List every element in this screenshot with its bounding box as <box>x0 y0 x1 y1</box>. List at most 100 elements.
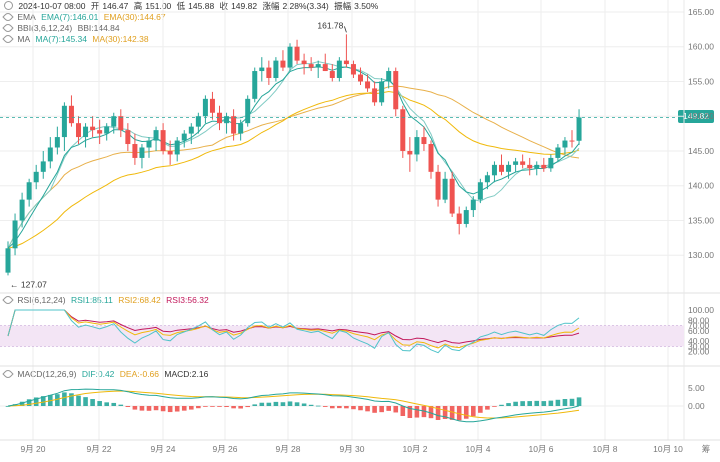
macd-histogram-bar <box>322 406 328 407</box>
amplitude-value: 3.50% <box>354 1 379 11</box>
high-annotation-pointer <box>344 26 347 33</box>
candle-body <box>400 109 406 151</box>
candle-body <box>414 137 420 155</box>
macd-histogram-bar <box>562 399 568 406</box>
price-axis-label: 150.00 <box>688 111 714 121</box>
macd-histogram-bar <box>160 406 166 412</box>
candle-body <box>76 123 81 138</box>
rsi-axis-label: 80.00 <box>688 315 710 325</box>
high-annotation: 161.78 <box>317 20 343 30</box>
candle-body <box>315 64 321 68</box>
ma30-value: MA(30):142.38 <box>92 34 149 44</box>
candle-body <box>146 140 152 148</box>
open-value: 146.47 <box>102 1 129 11</box>
macd-histogram-bar <box>231 406 236 409</box>
macd-histogram-bar <box>428 406 434 419</box>
macd-histogram-bar <box>90 399 95 406</box>
macd-histogram-bar <box>273 401 279 406</box>
candle-body <box>5 248 11 273</box>
candle-body <box>40 161 46 172</box>
candle-body <box>90 126 96 131</box>
macd-histogram-bar <box>118 404 124 406</box>
candle-body <box>576 117 582 141</box>
candle-body <box>266 67 272 78</box>
info-line-ema[interactable]: EMA EMA(7):146.01 EMA(30):144.67 <box>2 11 169 23</box>
info-line-ma[interactable]: MA MA(7):145.34 MA(30):142.38 <box>2 33 152 45</box>
candle-body <box>195 116 201 127</box>
macd-histogram-bar <box>393 406 399 413</box>
price-axis-label: 130.00 <box>688 250 714 260</box>
rsi2-value: RSI2:68.42 <box>118 295 161 305</box>
rsi-name: RSI(6,12,24) <box>17 295 66 305</box>
dif-line <box>7 388 580 423</box>
low-annotation: ← 127.07 <box>10 279 47 289</box>
rsi-axis-label: 60.00 <box>688 326 710 336</box>
candle-body <box>534 164 540 169</box>
x-axis-label: 10月 8 <box>592 444 617 454</box>
macd-histogram-bar <box>414 406 420 418</box>
macd-histogram-bar <box>400 406 406 416</box>
high-label: 高 <box>133 1 143 11</box>
macd-histogram-bar <box>5 406 11 407</box>
macd-histogram-bar <box>379 406 384 413</box>
ema7-line <box>7 66 580 249</box>
candle-body <box>456 213 462 224</box>
candle-body <box>280 60 286 68</box>
candle-body <box>118 116 124 131</box>
dif-value: DIF:0.42 <box>81 369 115 379</box>
macd-histogram-bar <box>294 402 300 406</box>
macd-histogram-bar <box>506 403 511 406</box>
macd-histogram-bar <box>358 406 363 411</box>
candle-body <box>132 144 138 158</box>
candle-body <box>26 182 32 200</box>
info-line-ohlc: 2024-10-07 08:00 开 146.47 高 151.00 低 145.88… <box>4 1 381 12</box>
x-axis-label: 9月 24 <box>150 444 175 454</box>
info-line-rsi[interactable]: RSI(6,12,24) RSI1:85.11 RSI2:68.42 RSI3:… <box>2 294 212 306</box>
candle-body <box>407 150 413 155</box>
macd-histogram-bar <box>485 406 490 410</box>
ma30-line <box>7 85 580 249</box>
candle-body <box>259 67 265 72</box>
x-axis-label: 9月 26 <box>212 444 237 454</box>
macd-histogram-bar <box>181 406 187 411</box>
candle-body <box>329 71 335 78</box>
candle-body <box>562 140 568 148</box>
candle-body <box>273 60 279 78</box>
candle-body <box>167 150 173 155</box>
dea-value: DEA:-0.66 <box>119 369 160 379</box>
candle-body <box>54 137 60 148</box>
candle-body <box>231 116 237 134</box>
x-axis-label: 10月 6 <box>528 444 553 454</box>
candle-body <box>294 46 300 61</box>
candle-body <box>322 64 328 72</box>
rsi-axis-label: 70.00 <box>688 321 710 331</box>
macd-histogram-bar <box>189 406 194 410</box>
candle-body <box>287 46 293 68</box>
macd-name: MACD(12,26,9) <box>17 369 77 379</box>
candle-body <box>83 126 89 138</box>
macd-histogram-bar <box>210 406 215 407</box>
macd-histogram-bar <box>287 401 293 406</box>
candle-body <box>245 98 251 124</box>
macd-histogram-bar <box>449 406 455 420</box>
macd-histogram-bar <box>224 406 229 407</box>
price-axis-label: 165.00 <box>688 7 714 17</box>
x-axis-label: 10月 10 <box>653 444 683 454</box>
macd-histogram-bar <box>132 406 138 410</box>
candle-body <box>386 71 392 82</box>
candle-body <box>463 210 469 224</box>
macd-histogram-bar <box>499 404 504 406</box>
candle-body <box>435 171 441 200</box>
candle-body <box>188 126 194 134</box>
close-value: 149.82 <box>231 1 258 11</box>
macd-histogram-bar <box>407 406 413 419</box>
price-axis-label: 135.00 <box>688 215 714 225</box>
info-line-macd[interactable]: MACD(12,26,9) DIF:0.42 DEA:-0.66 MACD:2.… <box>2 368 211 380</box>
macd-histogram-bar <box>541 401 547 406</box>
corner-label: 筹 <box>702 444 711 454</box>
candle-body <box>484 175 490 183</box>
rsi1-line <box>7 309 580 354</box>
macd-histogram-bar <box>238 406 243 409</box>
macd-histogram-bar <box>19 401 25 406</box>
